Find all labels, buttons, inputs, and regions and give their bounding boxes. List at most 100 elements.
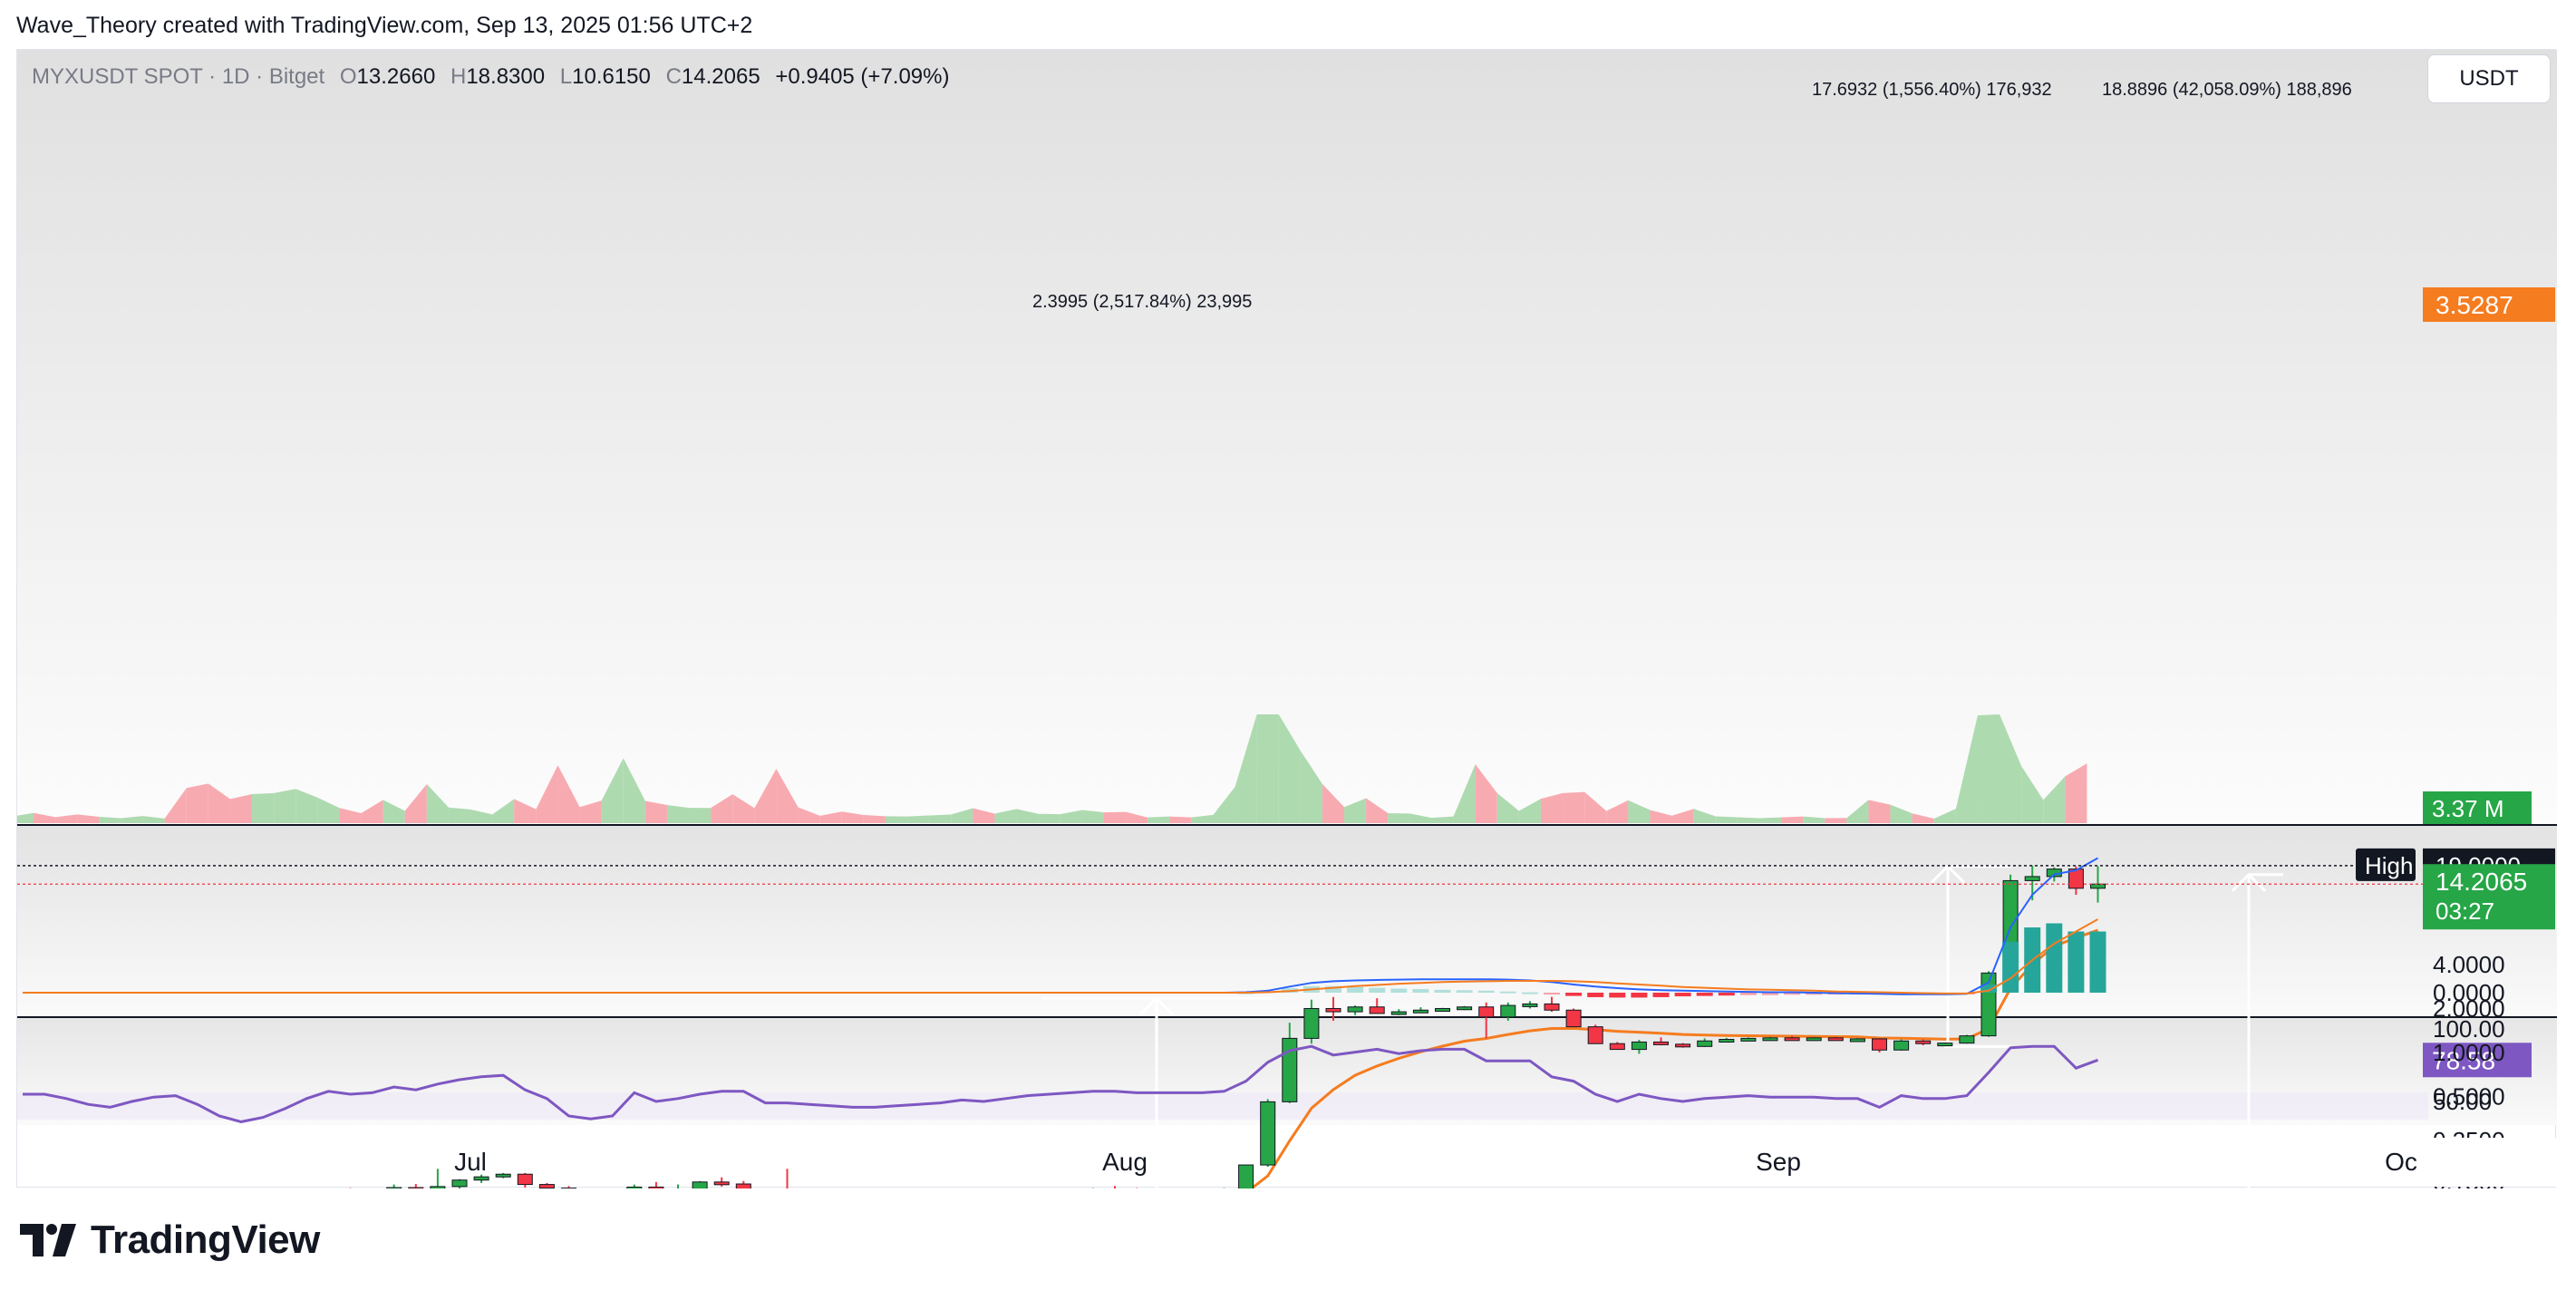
- candle-body[interactable]: [1347, 1006, 1363, 1013]
- volume-segment: [1453, 763, 1476, 823]
- volume-segment: [863, 815, 886, 823]
- measure-label: 18.8896 (42,058.09%) 188,896: [2102, 80, 2352, 100]
- volume-segment: [339, 808, 362, 823]
- volume-segment: [819, 811, 842, 823]
- macd-histogram-bar: [1544, 993, 1560, 994]
- candle-body[interactable]: [495, 1173, 511, 1178]
- candle-body[interactable]: [1675, 1043, 1691, 1048]
- candle-body[interactable]: [451, 1179, 468, 1188]
- ma-value: 3.5287: [2436, 291, 2513, 319]
- candle-body[interactable]: [1872, 1038, 1887, 1051]
- candle-body[interactable]: [1500, 1004, 1516, 1018]
- volume-segment: [1803, 816, 1825, 823]
- candle-body[interactable]: [1784, 1037, 1800, 1042]
- candle-body[interactable]: [1609, 1043, 1625, 1051]
- volume-segment: [1126, 811, 1148, 823]
- candle-body[interactable]: [1762, 1037, 1778, 1042]
- candle-body[interactable]: [2068, 868, 2084, 889]
- candle-body[interactable]: [1719, 1039, 1735, 1043]
- rsi-axis-tick: 50.00: [2433, 1088, 2492, 1115]
- candle-body[interactable]: [1282, 1037, 1298, 1102]
- candle-body[interactable]: [1740, 1037, 1757, 1042]
- volume-segment: [17, 812, 34, 823]
- high-label: High: [2365, 852, 2413, 879]
- last-price-box: [2423, 864, 2555, 930]
- volume-segment: [951, 808, 973, 823]
- tradingview-logo[interactable]: TradingView: [20, 1218, 320, 1262]
- candle-body[interactable]: [1653, 1041, 1669, 1045]
- candle-body[interactable]: [1325, 1007, 1341, 1013]
- volume-segment: [1890, 804, 1913, 823]
- candle-body[interactable]: [1544, 1003, 1560, 1011]
- volume-segment: [1016, 809, 1039, 823]
- macd-histogram-bar: [1587, 993, 1604, 997]
- macd-histogram-bar: [2046, 923, 2063, 993]
- candle-body[interactable]: [538, 1184, 555, 1188]
- rsi-axis-tick: 100.00: [2433, 1015, 2505, 1043]
- candle-body[interactable]: [713, 1181, 730, 1186]
- volume-segment: [426, 783, 449, 823]
- volume-segment: [1846, 800, 1869, 823]
- chart-canvas[interactable]: 2.3995 (2,517.84%) 23,995 17.6932 (1,556.…: [17, 50, 2557, 1188]
- candle-body[interactable]: [1631, 1041, 1647, 1051]
- volume-segment: [1278, 714, 1301, 823]
- candle-body[interactable]: [626, 1186, 643, 1188]
- volume-segment: [1344, 798, 1367, 823]
- volume-segment: [34, 812, 56, 823]
- macd-histogram-bar: [2089, 931, 2106, 993]
- rsi-value-box: [2423, 1043, 2532, 1078]
- candle-body[interactable]: [1457, 1006, 1473, 1011]
- candle-body[interactable]: [473, 1176, 489, 1181]
- macd-histogram-bar: [2002, 941, 2019, 993]
- volume-segment: [1518, 799, 1541, 823]
- candle-body[interactable]: [1587, 1026, 1603, 1044]
- candle-body[interactable]: [1303, 1007, 1320, 1039]
- candle-body[interactable]: [1435, 1007, 1450, 1012]
- macd-histogram-bar: [1739, 993, 1757, 995]
- volume-segment: [754, 769, 777, 823]
- candle-body[interactable]: [1238, 1164, 1254, 1188]
- macd-histogram-bar: [1456, 990, 1473, 993]
- volume-segment: [885, 816, 908, 823]
- candle-body[interactable]: [648, 1186, 664, 1188]
- volume-segment: [536, 765, 558, 823]
- candle-body[interactable]: [1412, 1009, 1428, 1014]
- candle-body[interactable]: [1697, 1040, 1713, 1047]
- volume-segment: [448, 807, 471, 823]
- candle-body[interactable]: [1369, 1006, 1385, 1014]
- candle-body[interactable]: [2024, 876, 2040, 881]
- low-value: 10.6150: [572, 64, 651, 89]
- macd-histogram-bar: [1565, 993, 1583, 996]
- candle-body[interactable]: [1937, 1043, 1953, 1047]
- macd-histogram-bar: [1784, 993, 1801, 995]
- macd-histogram-bar: [2068, 931, 2085, 993]
- candle-body[interactable]: [1565, 1009, 1582, 1028]
- candle-body[interactable]: [1522, 1003, 1538, 1007]
- candle-body[interactable]: [1849, 1038, 1865, 1043]
- candle-body[interactable]: [1827, 1037, 1844, 1042]
- candle-body[interactable]: [692, 1181, 708, 1188]
- chart-frame[interactable]: 2.3995 (2,517.84%) 23,995 17.6932 (1,556.…: [16, 49, 2557, 1188]
- volume-segment: [1563, 791, 1585, 823]
- candle-body[interactable]: [2090, 883, 2106, 889]
- volume-segment: [1103, 811, 1127, 823]
- candle-body[interactable]: [735, 1183, 751, 1188]
- currency-button[interactable]: USDT: [2427, 54, 2551, 103]
- candle-body[interactable]: [1915, 1040, 1932, 1044]
- symbol-legend: MYXUSDT SPOT · 1D · Bitget O13.2660 H18.…: [32, 64, 949, 90]
- candle-body[interactable]: [1478, 1006, 1495, 1018]
- candle-body[interactable]: [1806, 1037, 1822, 1042]
- candle-body[interactable]: [517, 1173, 533, 1186]
- volume-segment: [2065, 763, 2087, 823]
- time-axis-tick: Oc: [2385, 1148, 2417, 1176]
- candle-body[interactable]: [1390, 1011, 1407, 1015]
- candle-body[interactable]: [1959, 1035, 1975, 1044]
- volume-segment: [711, 794, 733, 823]
- candle-body[interactable]: [1893, 1040, 1910, 1051]
- measure-label: 17.6932 (1,556.40%) 176,932: [1812, 80, 2052, 100]
- volume-segment: [666, 804, 690, 823]
- candle-body[interactable]: [1260, 1101, 1276, 1166]
- volume-segment: [77, 814, 100, 823]
- volume-segment: [1475, 763, 1497, 823]
- candle-body[interactable]: [430, 1186, 446, 1188]
